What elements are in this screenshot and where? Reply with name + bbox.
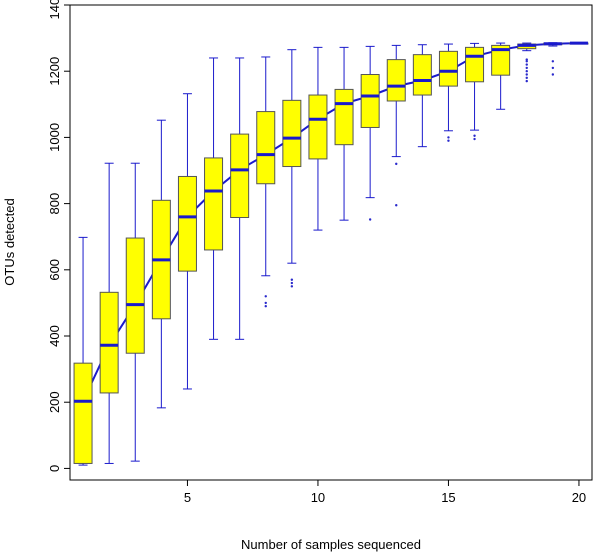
y-tick-label: 600 [47, 259, 62, 281]
box-16 [465, 42, 485, 141]
outlier-point [264, 301, 267, 305]
y-tick-label: 0 [47, 465, 62, 472]
y-tick-label: 1400 [47, 0, 62, 19]
outlier-point [473, 134, 476, 137]
outlier-point [473, 137, 476, 141]
box-6 [204, 57, 224, 340]
box-iqr [360, 74, 380, 128]
plot-border [69, 4, 593, 481]
box-iqr [73, 362, 93, 464]
x-tick-label: 5 [184, 490, 191, 505]
outlier-point [551, 66, 555, 70]
box-iqr [99, 291, 119, 394]
x-axis: 5 10 15 20 [184, 479, 586, 505]
outlier-point [395, 204, 398, 207]
box-12 [360, 45, 380, 221]
box-iqr [230, 133, 250, 219]
box-17 [491, 42, 511, 110]
box-iqr [177, 175, 197, 272]
box-iqr [125, 237, 145, 354]
box-iqr [386, 59, 406, 102]
y-tick-label: 200 [47, 391, 62, 413]
outlier-point [525, 66, 528, 70]
y-axis: 0 200 400 600 800 1000 1200 1400 [47, 0, 71, 472]
box-10 [308, 46, 328, 231]
outlier-point [447, 136, 450, 139]
y-tick-label: 800 [47, 193, 62, 215]
box-iqr [334, 88, 354, 146]
outlier-point [525, 73, 528, 76]
y-tick-label: 1200 [47, 57, 62, 86]
box-iqr [412, 54, 432, 96]
outlier-point [525, 58, 528, 61]
outlier-point [551, 60, 555, 63]
outlier-point [525, 63, 528, 66]
box-20 [569, 41, 589, 45]
x-tick-label: 15 [441, 490, 455, 505]
outlier-point [551, 73, 555, 76]
y-tick-label: 1000 [47, 123, 62, 152]
outlier-point [525, 79, 528, 83]
box-14 [412, 44, 432, 148]
outlier-point [290, 281, 294, 285]
outlier-point [264, 305, 267, 308]
box-9 [282, 49, 302, 288]
box-8 [256, 56, 276, 308]
box-iqr [256, 111, 276, 185]
box-iqr [204, 157, 224, 251]
box-19 [543, 42, 563, 76]
box-iqr [438, 50, 458, 87]
outlier-point [447, 139, 450, 142]
box-7 [230, 57, 250, 340]
outlier-point [290, 285, 294, 288]
x-tick-label: 10 [311, 490, 325, 505]
box-1 [73, 236, 93, 466]
outlier-point [525, 76, 528, 80]
box-13 [386, 44, 406, 207]
outlier-point [290, 278, 294, 281]
outlier-point [368, 218, 372, 221]
box-18 [517, 42, 537, 83]
outlier-point [264, 295, 267, 298]
box-iqr [282, 99, 302, 168]
box-iqr [308, 94, 328, 160]
box-4 [151, 119, 171, 409]
chart-marks [73, 41, 589, 466]
box-3 [125, 162, 145, 462]
box-iqr [465, 46, 485, 83]
y-tick-label: 400 [47, 325, 62, 347]
x-tick-label: 20 [572, 490, 586, 505]
outlier-point [525, 70, 528, 73]
box-15 [438, 43, 458, 142]
box-2 [99, 162, 119, 464]
box-5 [177, 93, 197, 390]
outlier-point [395, 162, 398, 166]
y-axis-title: OTUs detected [2, 198, 17, 285]
box-11 [334, 46, 354, 221]
outlier-point [525, 60, 528, 63]
box-iqr [491, 44, 511, 76]
x-axis-title: Number of samples sequenced [241, 537, 421, 552]
plot-frame [69, 4, 593, 481]
